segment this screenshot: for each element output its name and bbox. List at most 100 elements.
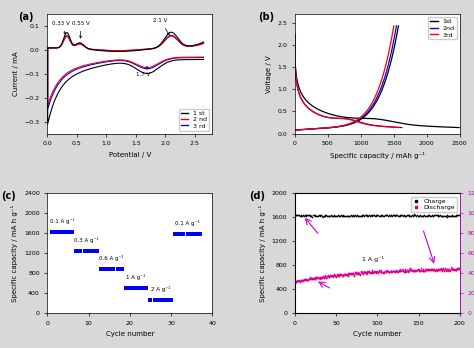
Text: 1 A g⁻¹: 1 A g⁻¹ <box>127 274 146 280</box>
Point <box>416 268 424 274</box>
Point <box>359 213 367 218</box>
Point <box>366 213 374 219</box>
Point <box>64 229 72 235</box>
Point <box>307 275 314 280</box>
Point <box>304 277 312 283</box>
Point <box>332 273 340 278</box>
Text: 0.6 A g⁻¹: 0.6 A g⁻¹ <box>99 255 124 261</box>
Point <box>383 268 391 273</box>
Point <box>324 274 332 279</box>
Point <box>403 268 411 273</box>
Point <box>446 267 454 272</box>
Point <box>397 212 404 218</box>
Point <box>421 213 429 219</box>
Point <box>318 213 326 219</box>
Point <box>320 274 328 280</box>
Point <box>309 276 317 281</box>
Legend: Charge, Discharge: Charge, Discharge <box>411 197 456 212</box>
Point <box>422 268 430 273</box>
Point <box>444 213 451 218</box>
Point <box>336 272 343 277</box>
Point <box>416 213 423 219</box>
Point <box>396 268 403 274</box>
X-axis label: Potential / V: Potential / V <box>109 152 151 158</box>
Point <box>405 213 412 219</box>
Point <box>349 213 356 219</box>
Point <box>338 273 346 278</box>
Point <box>324 213 332 219</box>
Point <box>310 212 318 218</box>
Text: 0.1 A g⁻¹: 0.1 A g⁻¹ <box>175 220 200 226</box>
Point <box>298 213 305 219</box>
Point <box>382 268 389 274</box>
Point <box>302 277 310 282</box>
Point <box>388 212 395 218</box>
Point <box>448 212 456 218</box>
Point <box>328 274 336 279</box>
Point <box>384 270 392 275</box>
Point <box>358 269 365 275</box>
Point <box>361 212 369 218</box>
Point <box>337 271 344 277</box>
Point <box>423 267 430 272</box>
Point <box>371 213 379 219</box>
Point <box>439 266 447 271</box>
Point <box>303 277 311 283</box>
Point <box>389 268 397 274</box>
Point <box>334 272 341 278</box>
Point <box>306 276 313 282</box>
Point <box>344 214 351 219</box>
Text: 0.33 V: 0.33 V <box>52 21 70 35</box>
Point <box>346 271 353 277</box>
Point <box>354 270 361 276</box>
Point <box>297 278 304 284</box>
Point <box>425 267 432 273</box>
Point <box>343 272 351 278</box>
Point <box>402 269 410 274</box>
Point <box>374 213 381 218</box>
Point <box>419 267 427 272</box>
Point <box>447 213 455 219</box>
Point <box>392 267 400 273</box>
Point <box>441 214 449 219</box>
Point <box>307 213 314 218</box>
Point <box>151 298 158 303</box>
Point <box>311 275 319 281</box>
Point <box>430 212 438 218</box>
Point <box>442 267 449 273</box>
Point <box>397 268 405 274</box>
Point <box>450 267 458 272</box>
Point <box>440 268 448 274</box>
Point <box>417 267 425 272</box>
Point <box>388 268 395 274</box>
Point <box>359 270 366 275</box>
Point <box>350 272 358 277</box>
Point <box>383 269 390 275</box>
Point <box>350 270 357 276</box>
Point <box>366 269 374 275</box>
Text: 0.3 A g⁻¹: 0.3 A g⁻¹ <box>74 237 99 243</box>
Point <box>435 213 442 219</box>
Point <box>446 268 454 273</box>
Point <box>292 279 300 285</box>
Point <box>348 270 356 276</box>
Point <box>333 272 341 278</box>
Point <box>451 268 459 273</box>
Point <box>350 213 358 218</box>
Point <box>326 214 333 219</box>
Point <box>351 212 359 218</box>
Point <box>163 298 171 303</box>
Point <box>402 270 410 275</box>
Point <box>455 213 462 218</box>
Point <box>345 272 352 278</box>
Point <box>397 266 404 272</box>
Point <box>342 213 350 219</box>
Point <box>367 212 374 218</box>
Point <box>408 267 416 273</box>
Point <box>375 213 383 219</box>
Point <box>428 212 436 218</box>
Point <box>414 266 421 272</box>
Point <box>380 213 388 219</box>
Point <box>389 213 397 218</box>
Point <box>341 272 349 278</box>
